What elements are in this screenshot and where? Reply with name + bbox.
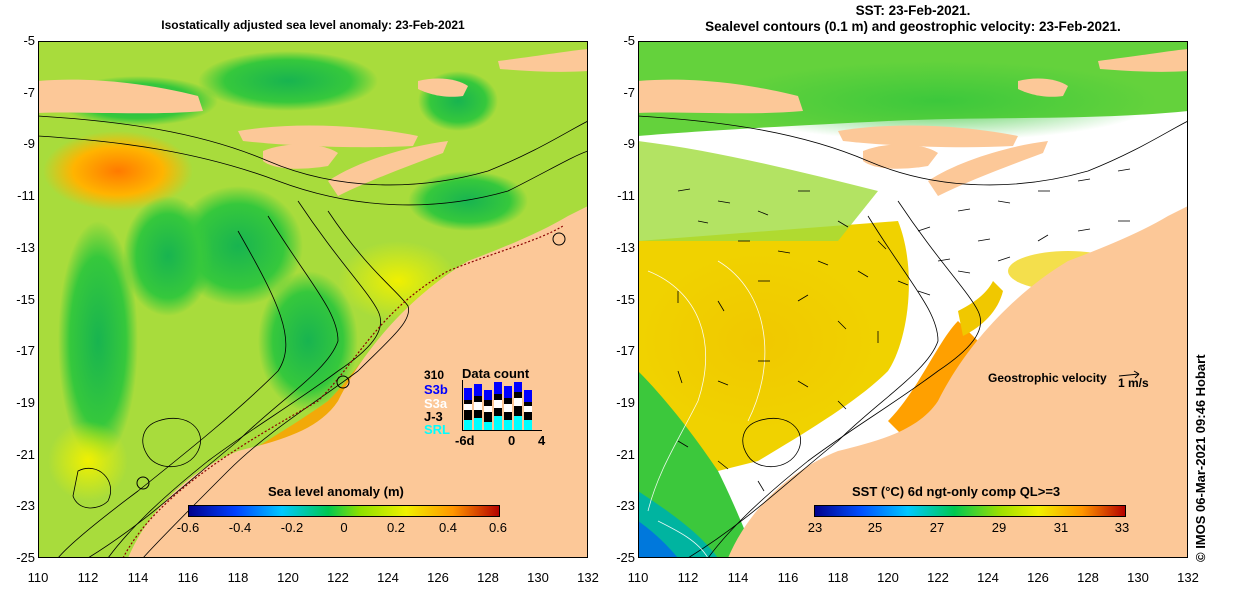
sst-colorbar-title: SST (°C) 6d ngt-only comp QL>=3 <box>852 484 1061 499</box>
lat-tick-label: -13 <box>16 239 35 255</box>
sla-cb-tick-6: 0.6 <box>488 520 508 535</box>
sst-cb-tick-2: 27 <box>929 520 945 535</box>
sla-map <box>38 41 588 558</box>
imos-credit: © IMOS 06-Mar-2021 09:46 Hobart <box>1193 354 1208 562</box>
lon-tick-label: 116 <box>777 570 799 585</box>
lon-tick-label: 128 <box>477 570 499 585</box>
sst-map <box>638 41 1188 558</box>
sst-colorbar <box>814 505 1126 517</box>
velocity-scale-label: 1 m/s <box>1118 376 1149 390</box>
sla-cb-tick-5: 0.4 <box>438 520 458 535</box>
sla-cb-tick-0: -0.6 <box>176 520 200 535</box>
data-count-tick-0: -6d <box>455 433 475 448</box>
data-count-chart <box>462 380 542 431</box>
sst-cb-tick-0: 23 <box>807 520 823 535</box>
sla-cb-tick-2: -0.2 <box>280 520 304 535</box>
lat-tick-label: -19 <box>16 394 35 410</box>
lon-tick-label: 120 <box>277 570 299 585</box>
velocity-legend-label: Geostrophic velocity <box>988 371 1107 385</box>
lat-tick-label: -15 <box>616 291 635 307</box>
lat-tick-label: -21 <box>16 446 35 462</box>
data-count-tick-2: 4 <box>538 433 546 448</box>
lat-tick-label: -23 <box>16 498 35 514</box>
lat-tick-label: -15 <box>16 291 35 307</box>
lat-tick-label: -25 <box>16 550 35 565</box>
lat-tick-label: -11 <box>17 188 35 204</box>
data-count-tick-1: 0 <box>508 433 516 448</box>
lon-tick-label: 132 <box>577 570 599 585</box>
sla-cb-tick-3: 0 <box>340 520 348 535</box>
sla-cb-tick-4: 0.2 <box>386 520 406 535</box>
lon-tick-label: 132 <box>1177 570 1199 585</box>
lon-tick-label: 130 <box>1127 570 1149 585</box>
lon-tick-label: 110 <box>627 570 649 585</box>
data-count-title: Data count <box>462 366 530 381</box>
left-map-title: Isostatically adjusted sea level anomaly… <box>161 18 465 32</box>
mission-srl: SRL <box>424 422 450 437</box>
lat-tick-label: -13 <box>616 239 635 255</box>
lon-tick-label: 130 <box>527 570 549 585</box>
sst-cb-tick-5: 33 <box>1114 520 1130 535</box>
lon-tick-label: 116 <box>177 570 199 585</box>
mission-s3a: S3a <box>424 396 448 411</box>
sla-colorbar <box>188 505 500 517</box>
data-count-max: 310 <box>424 368 445 382</box>
lon-tick-label: 124 <box>377 570 399 585</box>
lat-tick-label: -19 <box>616 394 635 410</box>
lat-tick-label: -5 <box>623 33 635 48</box>
lat-tick-label: -7 <box>623 84 635 100</box>
lon-tick-label: 114 <box>727 570 749 585</box>
lat-tick-label: -11 <box>617 188 635 204</box>
lon-tick-label: 118 <box>827 570 849 585</box>
right-map-title-line2: Sealevel contours (0.1 m) and geostrophi… <box>705 19 1121 34</box>
lon-tick-label: 122 <box>327 570 349 585</box>
lat-tick-label: -21 <box>616 446 635 462</box>
mission-s3b: S3b <box>424 382 448 397</box>
lat-tick-label: -9 <box>23 136 35 152</box>
lat-tick-label: -23 <box>616 498 635 514</box>
sst-cb-tick-1: 25 <box>867 520 883 535</box>
lon-tick-label: 114 <box>127 570 149 585</box>
lat-tick-label: -9 <box>623 136 635 152</box>
lat-tick-label: -25 <box>616 550 635 565</box>
lon-tick-label: 126 <box>1027 570 1049 585</box>
lon-tick-label: 126 <box>427 570 449 585</box>
sla-colorbar-title: Sea level anomaly (m) <box>268 484 404 499</box>
velocity-arrows <box>677 168 1131 492</box>
lat-tick-label: -7 <box>23 84 35 100</box>
sst-cb-tick-4: 31 <box>1053 520 1069 535</box>
lon-tick-label: 112 <box>77 570 99 585</box>
lon-tick-label: 118 <box>227 570 249 585</box>
right-map-title-line1: SST: 23-Feb-2021. <box>855 3 971 18</box>
sla-cb-tick-1: -0.4 <box>228 520 252 535</box>
data-count-bars <box>464 382 532 430</box>
lat-tick-label: -17 <box>616 343 635 359</box>
lon-tick-label: 110 <box>27 570 49 585</box>
velocity-scale-arrow <box>1118 370 1140 379</box>
lon-tick-label: 112 <box>677 570 699 585</box>
lon-tick-label: 128 <box>1077 570 1099 585</box>
lon-tick-label: 120 <box>877 570 899 585</box>
lon-tick-label: 124 <box>977 570 999 585</box>
lon-tick-label: 122 <box>927 570 949 585</box>
lat-tick-label: -17 <box>16 343 35 359</box>
lat-tick-label: -5 <box>23 33 35 48</box>
mission-j3: J-3 <box>424 409 443 424</box>
sst-cb-tick-3: 29 <box>991 520 1007 535</box>
